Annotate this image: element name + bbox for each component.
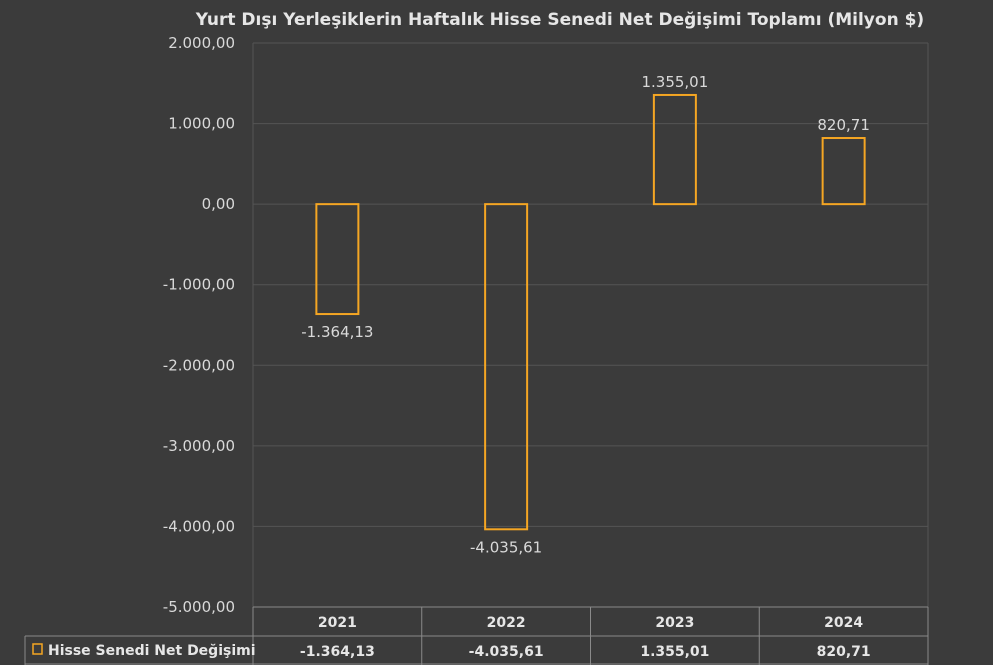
bars [315,93,866,531]
data-labels: -1.364,13 -4.035,61 1.355,01 820,71 [301,73,870,556]
x-tick-label: 2023 [655,615,694,631]
y-tick-label: -4.000,00 [163,517,235,535]
y-tick-label: -5.000,00 [163,598,235,616]
data-label: 820,71 [817,116,870,134]
legend-label: Hisse Senedi Net Değişimi [48,643,256,659]
y-tick-label: -2.000,00 [163,356,235,374]
gridlines [252,42,929,608]
data-label: -4.035,61 [470,538,542,556]
y-axis-tick-labels: 2.000,00 1.000,00 0,00 -1.000,00 -2.000,00 -3… [163,34,235,616]
legend-key [32,643,43,655]
y-tick-label: 0,00 [202,195,235,213]
table-value: 820,71 [817,644,871,660]
x-tick-label: 2022 [487,615,526,631]
table-value: 1.355,01 [640,644,709,660]
bar [315,203,360,316]
bar [821,137,866,206]
y-tick-label: 1.000,00 [168,115,235,133]
bar [652,93,697,206]
data-label: 1.355,01 [641,73,708,91]
x-tick-label: 2021 [318,615,357,631]
data-table: 2021 -1.364,13 2022 -4.035,61 2023 1.355,01 20… [24,606,929,665]
y-tick-label: -3.000,00 [163,437,235,455]
y-tick-label: 2.000,00 [168,34,235,52]
chart-title: Yurt Dışı Yerleşiklerin Haftalık Hisse S… [195,10,924,30]
table-value: -4.035,61 [469,644,544,660]
table-value: -1.364,13 [300,644,375,660]
y-tick-label: -1.000,00 [163,276,235,294]
x-tick-label: 2024 [824,615,863,631]
bar [484,203,529,531]
data-label: -1.364,13 [301,323,373,341]
